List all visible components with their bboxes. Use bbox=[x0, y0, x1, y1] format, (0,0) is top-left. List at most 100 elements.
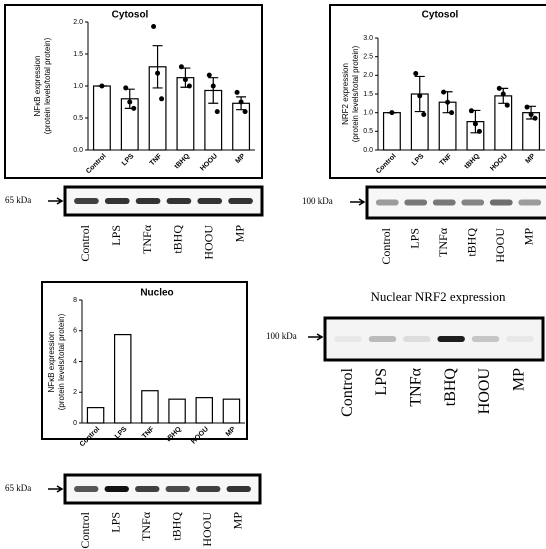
lane-label: LPS bbox=[373, 368, 390, 396]
data-point bbox=[421, 112, 426, 117]
data-point bbox=[155, 71, 160, 76]
kda-label: 100 kDa bbox=[302, 196, 333, 206]
y-tick-label: 1.0 bbox=[73, 83, 83, 90]
y-tick-label: 0.5 bbox=[363, 128, 373, 135]
data-point bbox=[413, 71, 418, 76]
x-tick-label: Control bbox=[375, 153, 398, 176]
data-point bbox=[389, 110, 394, 115]
data-point bbox=[179, 64, 184, 69]
lane-label: TNFα bbox=[436, 227, 450, 257]
lane-label: MP bbox=[511, 368, 528, 391]
bar bbox=[223, 399, 239, 423]
lane-label: MP bbox=[522, 228, 536, 246]
y-tick-label: 2 bbox=[73, 389, 77, 396]
lane-label: HOOU bbox=[202, 225, 216, 260]
data-point bbox=[477, 129, 482, 134]
y-axis-label: (protein levels/total protein) bbox=[351, 45, 360, 142]
data-point bbox=[417, 93, 422, 98]
bar bbox=[94, 86, 111, 150]
x-tick-label: HOOU bbox=[190, 426, 210, 446]
blot-title: Nuclear NRF2 expression bbox=[370, 289, 506, 304]
arrow bbox=[308, 334, 322, 340]
lane-label: tBHQ bbox=[442, 368, 459, 407]
data-point bbox=[529, 112, 534, 117]
lane-label: TNFα bbox=[408, 367, 425, 406]
data-point bbox=[123, 85, 128, 90]
data-point bbox=[211, 84, 216, 89]
y-tick-label: 0.0 bbox=[363, 147, 373, 154]
data-point bbox=[239, 100, 244, 105]
y-axis-label: NRF2 expression bbox=[341, 63, 350, 125]
x-tick-label: MP bbox=[234, 153, 247, 166]
lane-label: Control bbox=[379, 227, 393, 264]
data-point bbox=[187, 84, 192, 89]
bar bbox=[115, 335, 131, 423]
blot-band bbox=[135, 486, 159, 492]
x-tick-label: Control bbox=[79, 426, 102, 449]
lane-label: LPS bbox=[109, 225, 123, 246]
blot-band bbox=[334, 336, 361, 342]
lane-label: tBHQ bbox=[465, 228, 479, 257]
x-tick-label: tBHQ bbox=[174, 152, 192, 170]
x-tick-label: LPS bbox=[121, 153, 136, 168]
x-tick-label: tBHQ bbox=[165, 425, 183, 443]
y-axis-label: NFκB expression bbox=[33, 56, 42, 117]
y-axis-label: (protein levels/total protein) bbox=[57, 313, 66, 410]
data-point bbox=[243, 109, 248, 114]
data-point bbox=[207, 73, 212, 78]
x-tick-label: Control bbox=[85, 153, 108, 176]
lane-label: HOOU bbox=[493, 228, 507, 263]
blot-band bbox=[105, 198, 130, 204]
x-tick-label: MP bbox=[524, 153, 537, 166]
data-point bbox=[159, 96, 164, 101]
y-tick-label: 1.0 bbox=[363, 110, 373, 117]
y-tick-label: 6 bbox=[73, 328, 77, 335]
y-tick-label: 1.5 bbox=[73, 51, 83, 58]
bar bbox=[177, 78, 194, 150]
blot-band bbox=[166, 486, 190, 492]
bar bbox=[87, 408, 103, 423]
blot-band bbox=[369, 336, 396, 342]
figure: CytosolNFκB expression(protein levels/to… bbox=[0, 0, 546, 549]
lane-label: HOOU bbox=[476, 368, 493, 415]
data-point bbox=[497, 86, 502, 91]
x-tick-label: MP bbox=[225, 426, 238, 439]
bar bbox=[169, 399, 185, 423]
blot-band bbox=[74, 198, 99, 204]
data-point bbox=[501, 92, 506, 97]
lane-label: TNFα bbox=[139, 511, 153, 541]
arrow bbox=[48, 198, 62, 204]
lane-label: LPS bbox=[109, 512, 123, 533]
x-tick-label: LPS bbox=[411, 153, 426, 168]
kda-label: 100 kDa bbox=[266, 331, 297, 341]
data-point bbox=[127, 100, 132, 105]
y-axis-label: NFκB expression bbox=[47, 332, 56, 393]
lane-label: MP bbox=[232, 225, 246, 243]
bar bbox=[384, 113, 401, 150]
y-tick-label: 4 bbox=[73, 358, 77, 365]
x-tick-label: HOOU bbox=[489, 153, 509, 173]
arrow bbox=[48, 486, 62, 492]
blot-band bbox=[518, 200, 541, 206]
chart-title: Nucleo bbox=[140, 288, 173, 299]
y-tick-label: 3.0 bbox=[363, 35, 373, 42]
chart-title: Cytosol bbox=[112, 10, 149, 21]
kda-label: 65 kDa bbox=[5, 195, 31, 205]
blot-band bbox=[403, 336, 430, 342]
data-point bbox=[449, 110, 454, 115]
blot-band bbox=[490, 200, 513, 206]
x-tick-label: HOOU bbox=[199, 153, 219, 173]
data-point bbox=[183, 77, 188, 82]
data-point bbox=[99, 84, 104, 89]
data-point bbox=[473, 121, 478, 126]
data-point bbox=[533, 116, 538, 121]
blot-band bbox=[437, 336, 464, 342]
x-tick-label: TNF bbox=[149, 152, 164, 167]
data-point bbox=[215, 109, 220, 114]
lane-label: LPS bbox=[408, 228, 422, 249]
blot-band bbox=[228, 198, 253, 204]
data-point bbox=[235, 90, 240, 95]
lane-label: Control bbox=[339, 367, 356, 416]
kda-label: 65 kDa bbox=[5, 483, 31, 493]
lane-label: Control bbox=[78, 224, 92, 261]
